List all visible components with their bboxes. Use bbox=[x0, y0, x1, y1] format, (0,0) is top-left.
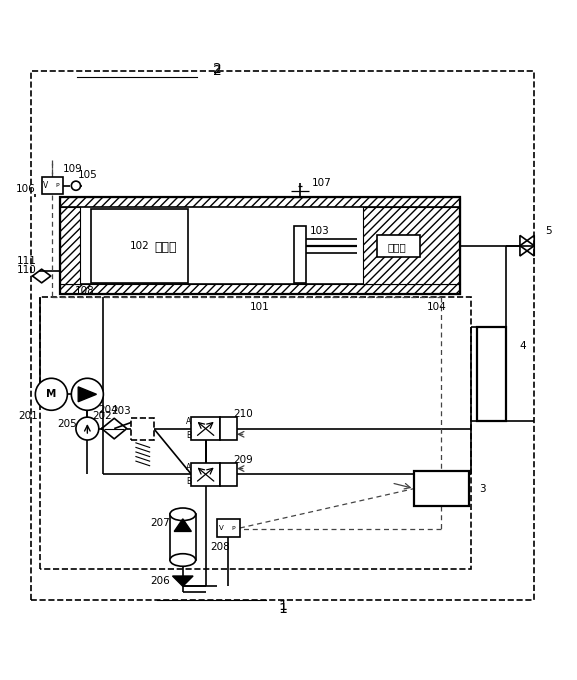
Bar bbox=[477, 327, 505, 422]
Bar bbox=[192, 417, 220, 440]
Text: 4: 4 bbox=[519, 341, 526, 351]
Text: 101: 101 bbox=[250, 302, 270, 312]
Text: 储油腔: 储油腔 bbox=[155, 241, 177, 254]
Circle shape bbox=[72, 378, 103, 410]
Text: 1: 1 bbox=[278, 602, 287, 615]
Text: 202: 202 bbox=[92, 411, 111, 421]
Text: 1: 1 bbox=[278, 598, 287, 613]
Bar bbox=[363, 207, 460, 284]
Bar bbox=[60, 197, 460, 207]
Polygon shape bbox=[174, 519, 192, 532]
Text: 2: 2 bbox=[213, 62, 222, 75]
Circle shape bbox=[76, 417, 99, 440]
Text: 201: 201 bbox=[18, 411, 38, 421]
Text: 稳压腔: 稳压腔 bbox=[388, 243, 406, 252]
Bar bbox=[294, 226, 306, 283]
Bar bbox=[217, 519, 240, 537]
Text: 108: 108 bbox=[74, 286, 95, 296]
Polygon shape bbox=[78, 387, 96, 402]
Text: 2: 2 bbox=[213, 65, 222, 78]
Text: 105: 105 bbox=[77, 171, 98, 180]
Text: B: B bbox=[186, 431, 191, 440]
Text: 208: 208 bbox=[210, 543, 230, 552]
Text: 203: 203 bbox=[111, 407, 131, 416]
Text: A: A bbox=[186, 418, 191, 426]
Text: 103: 103 bbox=[310, 226, 330, 237]
Ellipse shape bbox=[170, 508, 196, 521]
Text: 210: 210 bbox=[233, 409, 253, 420]
Bar bbox=[60, 207, 460, 284]
Bar bbox=[377, 235, 420, 257]
Text: 3: 3 bbox=[479, 483, 486, 494]
Text: 206: 206 bbox=[150, 575, 170, 585]
Bar bbox=[170, 514, 196, 560]
Text: V: V bbox=[219, 525, 223, 531]
Bar bbox=[91, 209, 189, 283]
Bar bbox=[132, 418, 154, 440]
Bar bbox=[192, 463, 220, 486]
Text: P: P bbox=[56, 183, 59, 188]
Circle shape bbox=[72, 181, 81, 190]
Text: P: P bbox=[231, 526, 235, 530]
Bar bbox=[220, 417, 237, 440]
Text: 111: 111 bbox=[17, 256, 37, 266]
Bar bbox=[414, 471, 469, 506]
Text: 207: 207 bbox=[150, 518, 170, 528]
Text: V: V bbox=[43, 181, 48, 190]
Text: 110: 110 bbox=[17, 265, 37, 275]
Text: 5: 5 bbox=[545, 226, 552, 237]
Text: 109: 109 bbox=[63, 164, 83, 173]
Circle shape bbox=[35, 378, 68, 410]
Text: 209: 209 bbox=[233, 455, 253, 465]
Bar bbox=[60, 197, 460, 294]
Text: 204: 204 bbox=[99, 405, 118, 415]
Text: A: A bbox=[186, 463, 191, 472]
Ellipse shape bbox=[170, 554, 196, 566]
Bar bbox=[42, 177, 63, 194]
Text: 106: 106 bbox=[16, 184, 36, 194]
Text: 104: 104 bbox=[427, 302, 447, 312]
Text: B: B bbox=[186, 477, 191, 486]
Bar bbox=[60, 207, 80, 284]
Bar bbox=[60, 284, 460, 294]
Polygon shape bbox=[173, 576, 193, 586]
Text: 102: 102 bbox=[130, 241, 150, 251]
Text: 205: 205 bbox=[58, 419, 77, 429]
Text: M: M bbox=[46, 389, 57, 399]
Text: 107: 107 bbox=[312, 178, 332, 188]
Bar bbox=[220, 463, 237, 486]
